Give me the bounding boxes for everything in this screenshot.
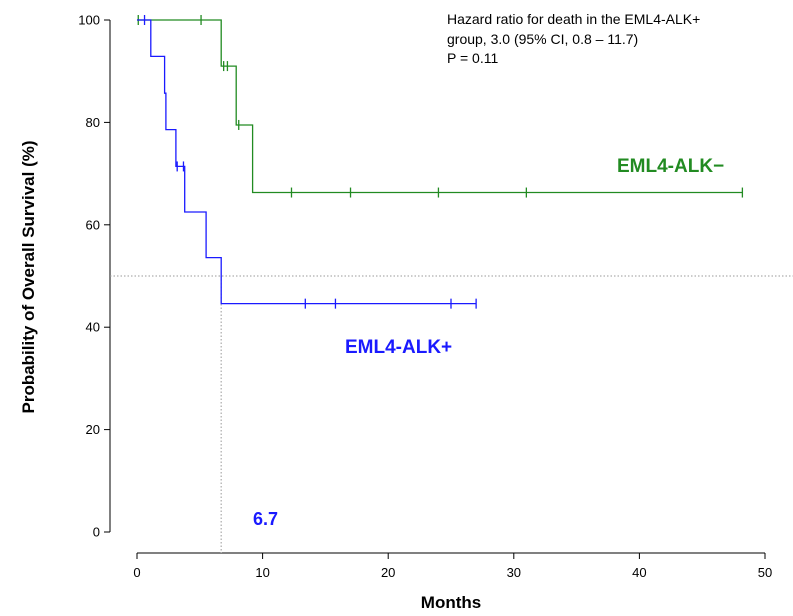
- x-tick-label: 40: [632, 565, 646, 580]
- y-axis-title: Probability of Overall Survival (%): [19, 140, 38, 413]
- hazard-ratio-line-2: group, 3.0 (95% CI, 0.8 – 11.7): [447, 31, 638, 47]
- axes: [109, 20, 765, 554]
- x-tick-label: 50: [758, 565, 772, 580]
- x-tick-label: 20: [381, 565, 395, 580]
- y-tick-label: 60: [86, 217, 100, 232]
- hazard-ratio-line-3: P = 0.11: [447, 50, 498, 66]
- y-tick-label: 40: [86, 320, 100, 335]
- y-tick-label: 0: [93, 525, 100, 540]
- x-tick-label: 30: [507, 565, 521, 580]
- series-layer: [137, 15, 744, 309]
- x-tick-label: 10: [255, 565, 269, 580]
- survival-curve: [137, 19, 743, 194]
- y-tick-label: 100: [78, 13, 100, 28]
- y-tick-label: 80: [86, 115, 100, 130]
- series-label-alk-negative: EML4-ALK−: [617, 156, 724, 177]
- x-tick-label: 0: [133, 565, 140, 580]
- series-label-alk-positive: EML4-ALK+: [345, 337, 452, 358]
- x-axis-title: Months: [421, 593, 481, 612]
- ticks: 0 20 40 60 80 100 0 10 20 30 40 50: [78, 13, 772, 581]
- series-alk-negative: [137, 15, 744, 198]
- reference-lines: [110, 275, 793, 553]
- median-survival-label: 6.7: [253, 509, 278, 529]
- series-alk-positive: [137, 15, 477, 309]
- survival-curve: [137, 19, 477, 305]
- hazard-ratio-line-1: Hazard ratio for death in the EML4-ALK+: [447, 11, 700, 27]
- y-tick-label: 20: [86, 422, 100, 437]
